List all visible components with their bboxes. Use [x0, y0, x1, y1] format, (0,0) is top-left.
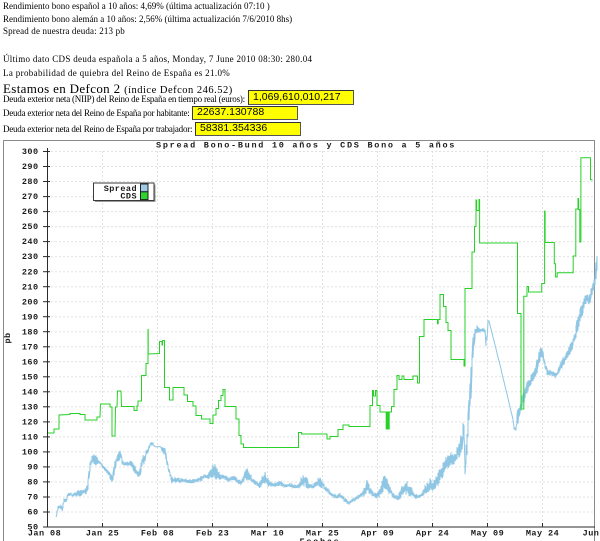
svg-text:50: 50: [27, 523, 38, 533]
svg-text:250: 250: [22, 222, 39, 232]
svg-text:230: 230: [22, 252, 39, 262]
svg-text:Apr 09: Apr 09: [361, 529, 394, 539]
svg-text:Fechas: Fechas: [300, 537, 341, 541]
svg-text:120: 120: [22, 418, 39, 428]
svg-text:140: 140: [22, 387, 39, 397]
svg-text:170: 170: [22, 342, 39, 352]
svg-text:May 09: May 09: [471, 529, 504, 539]
svg-text:Jan 25: Jan 25: [86, 529, 119, 539]
svg-text:200: 200: [22, 297, 39, 307]
svg-text:260: 260: [22, 207, 39, 217]
svg-text:150: 150: [22, 372, 39, 382]
svg-text:300: 300: [22, 147, 39, 157]
svg-text:Feb 23: Feb 23: [196, 529, 229, 539]
svg-text:Feb 08: Feb 08: [141, 529, 174, 539]
svg-text:160: 160: [22, 357, 39, 367]
svg-text:60: 60: [27, 508, 38, 518]
svg-text:80: 80: [27, 478, 38, 488]
svg-text:Mar 10: Mar 10: [251, 529, 284, 539]
svg-text:180: 180: [22, 327, 39, 337]
svg-text:pb: pb: [3, 332, 13, 343]
svg-text:70: 70: [27, 493, 38, 503]
svg-text:270: 270: [22, 192, 39, 202]
svg-text:90: 90: [27, 463, 38, 473]
svg-text:100: 100: [22, 448, 39, 458]
svg-text:Spread: Spread: [104, 184, 137, 194]
svg-text:Jan 08: Jan 08: [28, 529, 61, 539]
svg-text:190: 190: [22, 312, 39, 322]
svg-text:Apr 24: Apr 24: [416, 529, 449, 539]
svg-text:Mar 25: Mar 25: [306, 529, 339, 539]
svg-text:CDS: CDS: [120, 192, 137, 202]
svg-text:130: 130: [22, 402, 39, 412]
svg-text:220: 220: [22, 267, 39, 277]
svg-text:Spread Bono-Bund 10 años y CDS: Spread Bono-Bund 10 años y CDS Bono a 5 …: [156, 141, 456, 151]
svg-text:280: 280: [22, 177, 39, 187]
svg-text:May 24: May 24: [526, 529, 559, 539]
svg-text:290: 290: [22, 162, 39, 172]
svg-text:210: 210: [22, 282, 39, 292]
svg-text:240: 240: [22, 237, 39, 247]
svg-text:110: 110: [22, 433, 39, 443]
svg-text:Jun: Jun: [583, 529, 600, 539]
